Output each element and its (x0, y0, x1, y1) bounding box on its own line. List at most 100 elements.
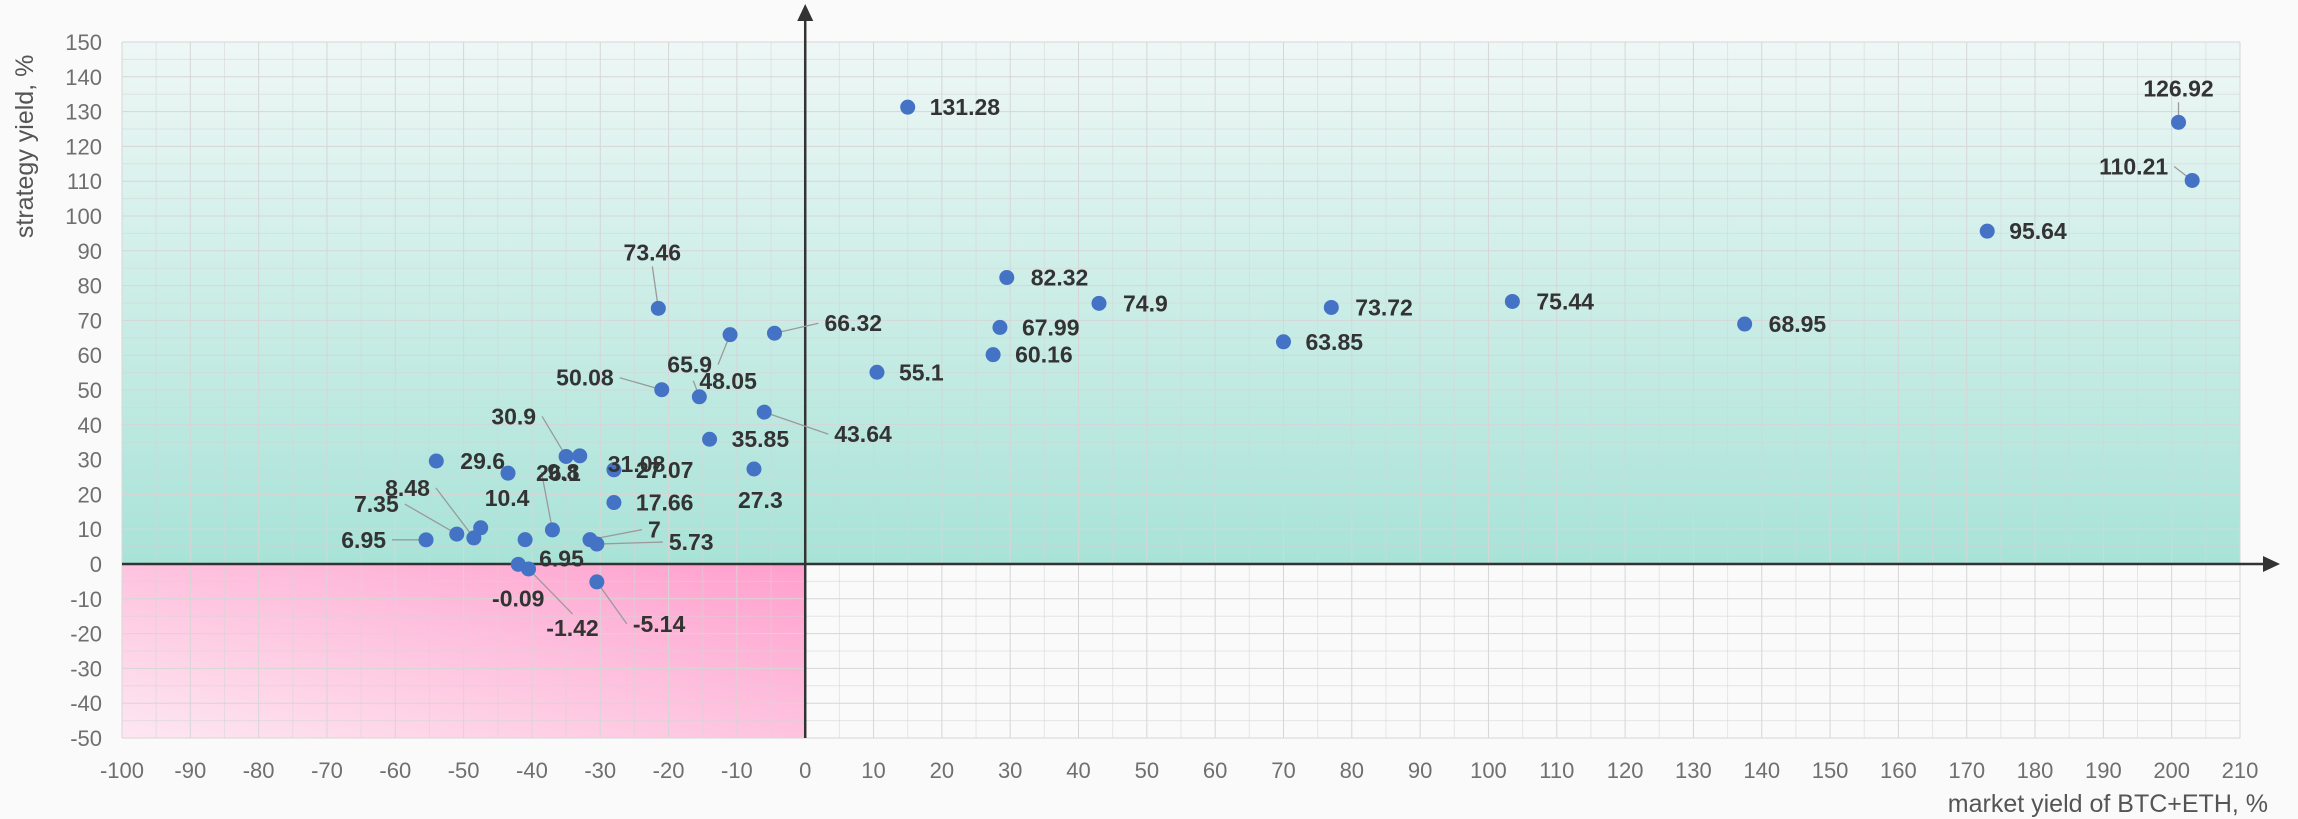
x-tick-label: 180 (2017, 758, 2054, 783)
x-tick-label: -70 (311, 758, 343, 783)
data-point (650, 300, 666, 316)
data-point (766, 325, 782, 341)
x-tick-label: 110 (1539, 758, 1574, 783)
data-point (756, 404, 772, 420)
data-point (2184, 172, 2200, 188)
data-point (466, 530, 482, 546)
x-tick-labels: -100 -90 -80 -70 -60 -50 -40 -30 -20 -10 0 10 20 30 40… (100, 758, 2258, 783)
data-label: 10.4 (485, 485, 530, 511)
data-point (558, 448, 574, 464)
leader-line (541, 416, 567, 457)
x-tick-label: -10 (721, 758, 753, 783)
x-tick-label: 80 (1340, 758, 1364, 783)
y-tick-label: 120 (65, 134, 102, 159)
data-label: 126.92 (2143, 75, 2213, 101)
data-point (2171, 114, 2187, 130)
data-label: 27.3 (738, 487, 783, 513)
y-tick-label: 130 (65, 100, 102, 125)
data-point (702, 431, 718, 447)
data-label: 7 (648, 517, 661, 543)
x-tick-label: 200 (2153, 758, 2190, 783)
y-tick-label: 140 (65, 65, 102, 90)
data-label: 43.64 (834, 421, 892, 447)
data-point (722, 327, 738, 343)
leader-line (596, 541, 663, 545)
data-label: 8.48 (385, 475, 430, 501)
data-point (1275, 334, 1291, 350)
data-point (985, 347, 1001, 363)
data-point (869, 364, 885, 380)
y-axis-title: strategy yield, % (11, 55, 39, 238)
x-tick-label: 170 (1948, 758, 1985, 783)
leader-line (528, 568, 573, 615)
y-tick-label: -40 (70, 691, 102, 716)
data-label: 65.9 (667, 352, 712, 378)
y-tick-label: 100 (65, 204, 102, 229)
data-label: 48.05 (699, 368, 757, 394)
x-tick-label: -30 (584, 758, 616, 783)
x-tick-label: -60 (379, 758, 411, 783)
data-label: 73.46 (624, 239, 682, 265)
leader-line (596, 581, 628, 625)
x-tick-label: 100 (1470, 758, 1507, 783)
y-tick-label: 70 (78, 308, 102, 333)
axes (122, 4, 2280, 738)
x-tick-label: -20 (653, 758, 685, 783)
data-label: -1.42 (546, 615, 598, 641)
y-tick-label: -30 (70, 656, 102, 681)
y-tick-label: 110 (67, 169, 102, 194)
y-tick-label: 0 (90, 552, 102, 577)
data-label: 67.99 (1022, 314, 1080, 340)
data-point (1323, 299, 1339, 315)
x-tick-label: 140 (1743, 758, 1780, 783)
y-tick-labels: -50 -40 -30 -20 -10 0 10 20 30 40 50 60 70 80 90 100 110… (65, 30, 102, 751)
y-tick-label: 60 (78, 343, 102, 368)
data-point (1979, 223, 1995, 239)
x-tick-label: 50 (1135, 758, 1159, 783)
x-tick-label: -90 (174, 758, 206, 783)
x-tick-label: 210 (2222, 758, 2259, 783)
x-tick-label: 60 (1203, 758, 1227, 783)
data-labels: 131.28 126.92 110.21 95.64 82.32 74.9 75.44 73.… (341, 75, 2213, 641)
leader-line (774, 322, 819, 334)
data-label: 29.6 (460, 448, 505, 474)
y-tick-label: 30 (78, 448, 102, 473)
y-tick-label: 40 (78, 413, 102, 438)
x-tick-label: -100 (100, 758, 144, 783)
data-point (900, 99, 916, 115)
leader-line (764, 411, 829, 435)
x-tick-label: 10 (861, 758, 885, 783)
y-tick-label: -10 (70, 587, 102, 612)
data-label: 73.72 (1355, 294, 1413, 320)
data-label: 55.1 (899, 359, 944, 385)
data-point (589, 574, 605, 590)
y-tick-label: 150 (65, 30, 102, 55)
x-tick-label: 70 (1271, 758, 1295, 783)
x-tick-label: -80 (243, 758, 275, 783)
x-tick-label: 30 (998, 758, 1022, 783)
data-label: 6.95 (341, 527, 386, 553)
y-tick-label: -50 (70, 726, 102, 751)
x-tick-label: 20 (930, 758, 954, 783)
data-label: 17.66 (636, 490, 694, 516)
x-axis-title: market yield of BTC+ETH, % (1948, 790, 2268, 818)
data-point (691, 389, 707, 405)
x-tick-label: -50 (448, 758, 480, 783)
y-tick-label: 10 (78, 517, 102, 542)
x-tick-label: 160 (1880, 758, 1917, 783)
x-axis-arrow-icon (2263, 556, 2280, 572)
x-tick-label: 0 (799, 758, 811, 783)
data-point (999, 270, 1015, 286)
data-point (500, 465, 516, 481)
y-tick-label: 90 (78, 239, 102, 264)
leader-line (540, 471, 554, 531)
data-label: 6.95 (539, 546, 584, 572)
data-label: 31.08 (608, 451, 666, 477)
y-tick-label: 20 (78, 482, 102, 507)
data-label: 68.95 (1769, 311, 1827, 337)
y-tick-label: 80 (78, 274, 102, 299)
data-label: 110.21 (2099, 153, 2168, 179)
data-point (589, 536, 605, 552)
y-axis-arrow-icon (797, 4, 814, 21)
x-tick-label: 150 (1812, 758, 1849, 783)
